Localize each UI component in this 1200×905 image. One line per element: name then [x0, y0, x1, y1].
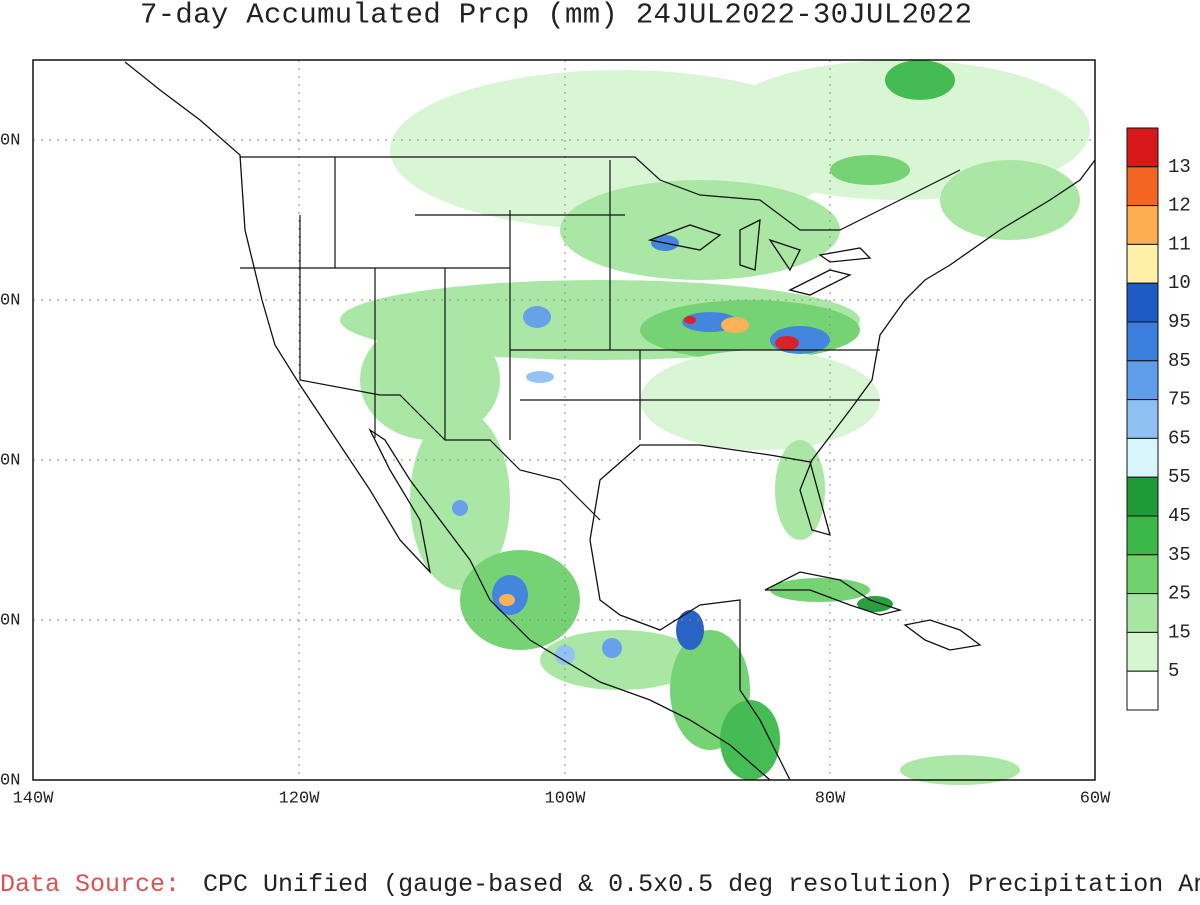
colorbar-label: 65 — [1168, 427, 1191, 449]
colorbar-box — [1126, 515, 1159, 556]
colorbar-label: 13 — [1168, 156, 1191, 178]
colorbar-label: 25 — [1168, 583, 1191, 605]
lat-label: 0N — [0, 611, 20, 630]
us-borders — [240, 156, 961, 521]
colorbar-box — [1126, 593, 1159, 633]
colorbar-box — [1126, 399, 1159, 439]
great-lakes — [647, 218, 872, 296]
colorbar-label: 85 — [1168, 350, 1191, 372]
colorbar-box — [1126, 631, 1159, 672]
lon-label: 140W — [13, 789, 55, 808]
colorbar-box — [1126, 282, 1159, 323]
colorbar-box — [1126, 554, 1159, 595]
colorbar-label: 11 — [1168, 233, 1191, 255]
colorbar-box — [1126, 205, 1159, 245]
colorbar-box — [1126, 670, 1159, 711]
graticule — [33, 60, 1095, 780]
lon-label: 120W — [279, 789, 321, 808]
colorbar-box — [1126, 360, 1159, 401]
colorbar-label: 15 — [1168, 621, 1191, 643]
lon-labels: 140W 120W 100W 80W 60W — [13, 789, 1112, 808]
colorbar-label: 12 — [1168, 195, 1191, 217]
colorbar-label: 55 — [1168, 466, 1191, 488]
colorbar-box — [1126, 437, 1159, 478]
colorbar-label: 10 — [1168, 272, 1191, 294]
hispaniola — [903, 619, 982, 651]
colorbar-box — [1126, 476, 1159, 517]
lon-label: 100W — [545, 789, 587, 808]
lat-label: 0N — [0, 771, 20, 790]
colorbar-label: 5 — [1168, 660, 1179, 682]
footer: Data Source: CPC Unified (gauge-based & … — [0, 870, 1200, 899]
map-frame — [32, 59, 1096, 781]
colorbar-label: 35 — [1168, 544, 1191, 566]
lat-label: 0N — [0, 451, 20, 470]
cuba — [764, 571, 903, 616]
colorbar-label: 45 — [1168, 505, 1191, 527]
coastline — [124, 61, 1096, 781]
colorbar-box — [1126, 243, 1159, 284]
colorbar-box — [1126, 166, 1159, 207]
colorbar-box — [1126, 321, 1159, 362]
colorbar: 13 12 11 10 95 85 75 65 55 45 35 25 15 5 — [1126, 127, 1191, 711]
source-label: Data Source: — [0, 870, 180, 899]
lat-label: 0N — [0, 131, 20, 150]
colorbar-label: 75 — [1168, 389, 1191, 411]
source-text: CPC Unified (gauge-based & 0.5x0.5 deg r… — [203, 870, 1200, 899]
lon-label: 80W — [815, 789, 846, 808]
lat-labels: 0N 0N 0N 0N 0N — [0, 131, 20, 790]
lon-label: 60W — [1080, 789, 1111, 808]
colorbar-box — [1126, 127, 1159, 168]
colorbar-label: 95 — [1168, 311, 1191, 333]
lat-label: 0N — [0, 291, 20, 310]
map: 140W 120W 100W 80W 60W 0N 0N 0N 0N 0N — [0, 59, 1112, 808]
title: 7-day Accumulated Prcp (mm) 24JUL2022-30… — [140, 0, 972, 32]
